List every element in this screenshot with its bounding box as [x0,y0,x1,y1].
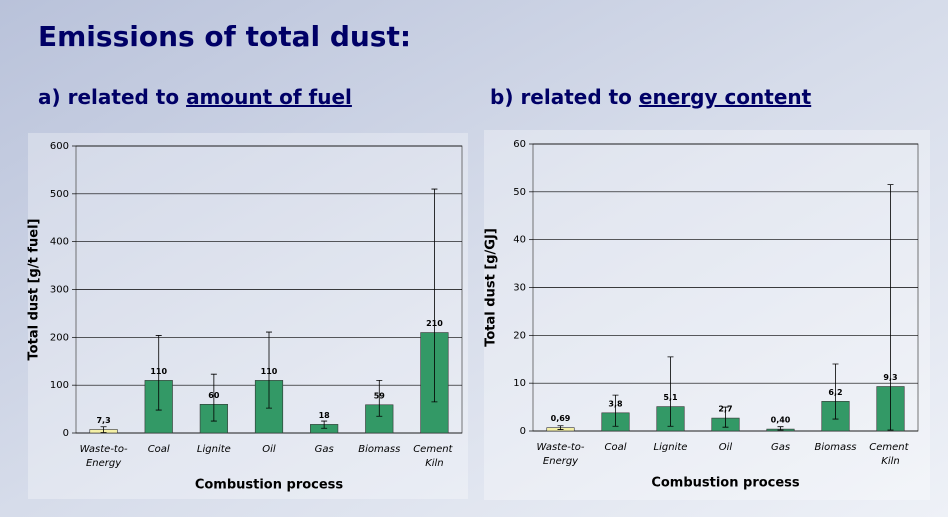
x-tick-label: Biomass [814,442,856,453]
error-bar [321,420,328,429]
x-tick-label: Lignite [654,442,688,453]
error-bar [100,426,107,433]
y-tick-label: 40 [513,235,526,246]
error-bar [667,356,674,427]
y-tick-label: 30 [513,283,526,294]
error-bar [155,335,162,411]
value-label: 0,69 [551,414,571,423]
x-tick-label: Biomass [358,444,400,455]
x-tick-label: Gas [771,442,790,453]
error-bar [777,426,784,431]
y-tick-label: 0 [520,426,526,437]
chart-title: a) related to amount of fuel [38,85,352,109]
x-tick-label: Coal [148,444,170,455]
chart-label: b) [490,85,513,109]
y-tick-label: 100 [50,380,69,391]
x-tick-label: Waste-to-Energy [80,444,128,469]
x-tick-label: Gas [315,444,334,455]
value-label: 110 [150,367,167,376]
chart-title-text: related to [520,85,631,109]
value-label: 0,40 [771,416,791,425]
value-label: 7,3 [96,416,110,425]
error-bar [722,406,729,428]
chart-title-underlined: amount of fuel [186,85,352,109]
value-label: 3,8 [608,399,623,408]
y-axis-title: Total dust [g/t fuel] [27,219,42,361]
value-label: 2,7 [718,405,732,414]
x-tick-label: Oil [262,444,276,455]
y-tick-label: 400 [50,237,69,248]
chart-label: a) [38,85,61,109]
y-tick-label: 200 [50,332,69,343]
y-axis-title: Total dust [g/GJ] [484,228,499,347]
y-tick-label: 10 [513,378,526,389]
x-tick-label: Cement Kiln [413,444,455,469]
y-tick-label: 20 [513,330,526,341]
value-label: 18 [319,411,331,420]
value-label: 9,3 [883,373,897,382]
x-tick-label: Cement Kiln [869,442,911,467]
value-label: 59 [374,391,386,400]
value-label: 210 [426,319,443,328]
y-tick-label: 0 [63,428,69,439]
y-tick-label: 50 [513,187,526,198]
error-bar [832,363,839,420]
y-tick-label: 500 [50,189,69,200]
slide-title: Emissions of total dust: [38,20,411,53]
error-bar [376,379,383,417]
x-axis-title: Combustion process [651,476,800,491]
value-label: 60 [208,391,220,400]
x-tick-label: Lignite [197,444,231,455]
error-bar [557,425,564,430]
y-tick-label: 600 [50,141,69,152]
x-tick-label: Coal [604,442,626,453]
chart-title-underlined: energy content [639,85,812,109]
x-tick-label: Oil [719,442,733,453]
y-tick-label: 300 [50,285,69,296]
error-bar [266,331,272,409]
error-bar [887,184,894,431]
error-bar [431,188,438,403]
error-bar [210,373,217,422]
chart-title-text: related to [68,85,179,109]
x-axis-title: Combustion process [195,478,344,493]
x-tick-label: Waste-to-Energy [536,442,584,467]
value-label: 6,2 [828,388,842,397]
value-label: 110 [261,367,278,376]
value-label: 5,1 [663,393,678,402]
chart-title: b) related to energy content [490,85,812,109]
error-bar [612,394,619,427]
y-tick-label: 60 [513,139,526,150]
